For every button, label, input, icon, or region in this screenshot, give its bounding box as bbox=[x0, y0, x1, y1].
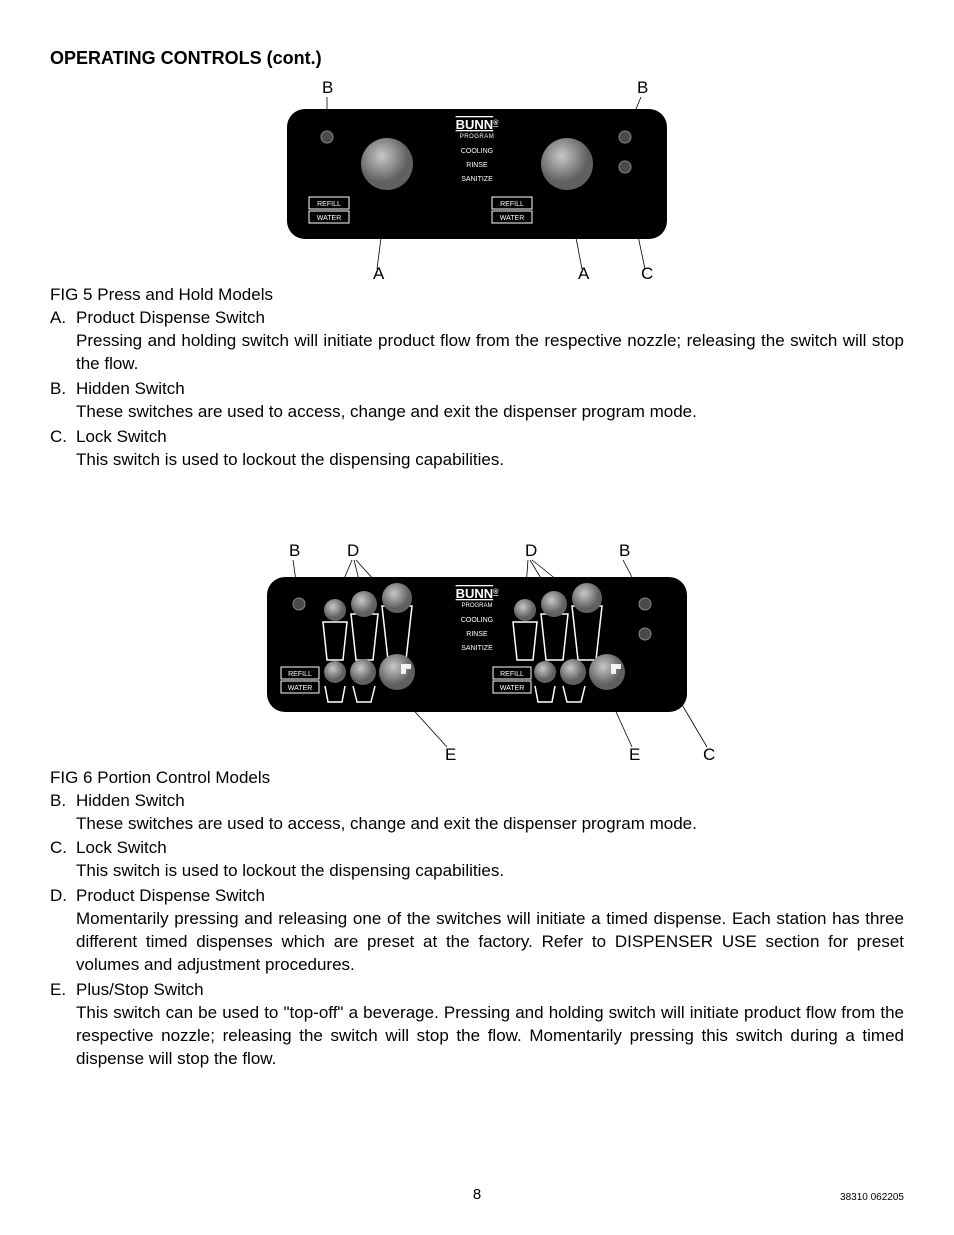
fig6-label-e-right: E bbox=[629, 745, 640, 762]
lock-switch-6[interactable] bbox=[639, 628, 651, 640]
fig6-panel: B D D B bbox=[50, 542, 904, 762]
fig5-definitions: A. Product Dispense Switch Pressing and … bbox=[50, 307, 904, 472]
fig5-svg: B B BUNN® PROGRAM COOLING RINSE bbox=[267, 79, 687, 279]
fig5-panel: B B BUNN® PROGRAM COOLING RINSE bbox=[50, 79, 904, 279]
document-id: 38310 062205 bbox=[840, 1192, 904, 1203]
fig5-label-b-right: B bbox=[637, 79, 648, 97]
extra-btn-right-1[interactable] bbox=[534, 661, 556, 683]
fig6-item-e: E. Plus/Stop Switch This switch can be u… bbox=[50, 979, 904, 1071]
dispense-large-right[interactable] bbox=[572, 583, 602, 613]
rinse-text: RINSE bbox=[466, 162, 488, 169]
fig6-svg: B D D B bbox=[227, 542, 727, 762]
dispense-small-right[interactable] bbox=[514, 599, 536, 621]
fig6-label-c: C bbox=[703, 745, 715, 762]
brand-text: BUNN® bbox=[456, 117, 500, 132]
hidden-switch-right[interactable] bbox=[619, 131, 631, 143]
sanitize-text-6: SANITIZE bbox=[461, 645, 493, 652]
svg-text:REFILL: REFILL bbox=[500, 671, 524, 678]
dispense-large-left[interactable] bbox=[382, 583, 412, 613]
fig5-label-b-left: B bbox=[322, 79, 333, 97]
fig6-caption: FIG 6 Portion Control Models bbox=[50, 768, 904, 788]
dispense-med-right[interactable] bbox=[541, 591, 567, 617]
program-text-6: PROGRAM bbox=[461, 603, 492, 609]
svg-text:WATER: WATER bbox=[500, 685, 525, 692]
extra-btn-left-2[interactable] bbox=[350, 659, 376, 685]
brand-text-6: BUNN® bbox=[456, 586, 500, 601]
fig5-label-a-right: A bbox=[578, 264, 590, 279]
fig5-item-c: C. Lock Switch This switch is used to lo… bbox=[50, 426, 904, 472]
refill-left-1: REFILL bbox=[317, 201, 341, 208]
extra-btn-left-1[interactable] bbox=[324, 661, 346, 683]
dispense-small-left[interactable] bbox=[324, 599, 346, 621]
fig5-caption: FIG 5 Press and Hold Models bbox=[50, 285, 904, 305]
extra-btn-right-2[interactable] bbox=[560, 659, 586, 685]
sanitize-text: SANITIZE bbox=[461, 176, 493, 183]
program-text: PROGRAM bbox=[460, 134, 495, 140]
rinse-text-6: RINSE bbox=[466, 631, 488, 638]
fig6-label-e-left: E bbox=[445, 745, 456, 762]
fig6-label-d-right: D bbox=[525, 542, 537, 560]
hidden-switch-right-6[interactable] bbox=[639, 598, 651, 610]
section-title: OPERATING CONTROLS (cont.) bbox=[50, 48, 904, 69]
fig6-definitions: B. Hidden Switch These switches are used… bbox=[50, 790, 904, 1071]
dispense-button-right[interactable] bbox=[541, 138, 593, 190]
fig6-item-d: D. Product Dispense Switch Momentarily p… bbox=[50, 885, 904, 977]
fig6-item-c: C. Lock Switch This switch is used to lo… bbox=[50, 837, 904, 883]
hidden-switch-left[interactable] bbox=[321, 131, 333, 143]
fig5-item-b: B. Hidden Switch These switches are used… bbox=[50, 378, 904, 424]
cooling-text-6: COOLING bbox=[461, 617, 493, 624]
page-number: 8 bbox=[0, 1186, 954, 1203]
dispense-med-left[interactable] bbox=[351, 591, 377, 617]
cooling-text: COOLING bbox=[461, 148, 493, 155]
lock-switch[interactable] bbox=[619, 161, 631, 173]
fig6-label-d-left: D bbox=[347, 542, 359, 560]
fig5-item-a: A. Product Dispense Switch Pressing and … bbox=[50, 307, 904, 376]
fig6-item-b: B. Hidden Switch These switches are used… bbox=[50, 790, 904, 836]
dispense-button-left[interactable] bbox=[361, 138, 413, 190]
fig6-label-b-right: B bbox=[619, 542, 630, 560]
plus-stop-right[interactable] bbox=[589, 654, 625, 690]
fig5-label-c: C bbox=[641, 264, 653, 279]
refill-right-1: REFILL bbox=[500, 201, 524, 208]
refill-right-2: WATER bbox=[500, 215, 525, 222]
svg-text:REFILL: REFILL bbox=[288, 671, 312, 678]
fig6-label-b-left: B bbox=[289, 542, 300, 560]
fig5-label-a-left: A bbox=[373, 264, 385, 279]
plus-stop-left[interactable] bbox=[379, 654, 415, 690]
hidden-switch-left-6[interactable] bbox=[293, 598, 305, 610]
refill-left-2: WATER bbox=[317, 215, 342, 222]
svg-text:WATER: WATER bbox=[288, 685, 313, 692]
